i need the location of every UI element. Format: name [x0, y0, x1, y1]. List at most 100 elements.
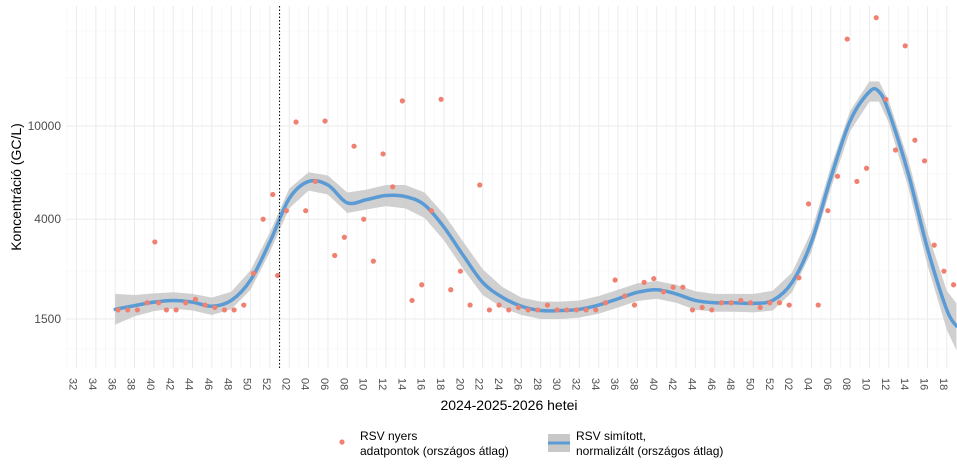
raw-data-point: [670, 284, 676, 290]
raw-data-point: [902, 43, 908, 49]
raw-data-point: [544, 302, 551, 308]
raw-data-point: [912, 137, 918, 143]
x-tick-label: 50: [743, 378, 755, 390]
raw-data-point: [573, 307, 580, 313]
raw-data-point: [183, 300, 189, 306]
raw-data-point: [283, 208, 289, 214]
y-axis-ticks: 1500 4000 10000: [28, 119, 62, 326]
raw-data-point: [448, 287, 454, 293]
x-tick-label: 20: [453, 378, 465, 390]
x-tick-label: 36: [608, 378, 620, 390]
raw-data-point: [593, 307, 599, 313]
raw-data-point: [863, 165, 870, 171]
raw-data-point: [535, 307, 541, 313]
x-tick-label: 18: [937, 378, 949, 390]
raw-data-point: [192, 296, 199, 302]
raw-data-point: [564, 307, 570, 313]
raw-data-point: [303, 208, 309, 214]
raw-data-point: [892, 147, 899, 153]
raw-data-point: [275, 272, 281, 279]
raw-data-point: [241, 302, 247, 308]
y-tick-label: 4000: [34, 212, 61, 226]
x-tick-label: 28: [531, 378, 543, 390]
raw-data-point: [709, 307, 715, 313]
raw-data-point: [651, 276, 657, 282]
raw-data-point: [515, 304, 522, 311]
x-tick-label: 42: [163, 378, 175, 390]
raw-data-point: [844, 36, 850, 42]
raw-data-point: [622, 293, 628, 299]
x-tick-label: 22: [473, 378, 485, 390]
raw-data-point: [815, 302, 821, 308]
raw-data-point: [332, 252, 338, 259]
raw-data-point: [718, 300, 725, 306]
raw-data-point: [477, 182, 483, 188]
x-tick-label: 52: [260, 378, 272, 390]
raw-data-point: [486, 307, 493, 313]
x-tick-label: 36: [105, 378, 117, 390]
raw-data-point: [525, 307, 531, 313]
raw-data-points: [115, 15, 957, 313]
raw-data-point: [152, 239, 158, 245]
raw-data-point: [144, 300, 150, 306]
raw-data-point: [921, 158, 928, 164]
x-tick-label: 46: [202, 378, 214, 390]
confidence-band-area: [115, 81, 957, 351]
raw-data-point: [834, 173, 841, 179]
raw-data-point: [612, 277, 618, 283]
raw-data-point: [351, 143, 357, 149]
raw-data-point: [467, 302, 473, 308]
raw-data-point: [134, 307, 141, 313]
x-tick-label: 06: [318, 378, 330, 390]
raw-data-point: [631, 302, 638, 308]
y-tick-label: 1500: [34, 312, 61, 326]
confidence-band: [115, 81, 957, 351]
x-tick-label: 04: [299, 378, 311, 390]
raw-data-point: [115, 307, 121, 313]
x-tick-label: 10: [357, 378, 369, 390]
x-tick-label: 14: [395, 378, 407, 390]
raw-data-point: [941, 268, 947, 274]
x-tick-label: 06: [821, 378, 833, 390]
x-tick-label: 46: [705, 378, 717, 390]
x-tick-label: 02: [279, 378, 291, 390]
raw-data-point: [931, 242, 937, 248]
legend-points-label: RSV nyers adatpontok (országos átlag): [360, 429, 509, 458]
x-tick-label: 48: [221, 378, 233, 390]
raw-data-point: [370, 258, 376, 264]
raw-data-point: [728, 300, 734, 306]
y-tick-label: 10000: [28, 119, 62, 133]
raw-data-point: [747, 300, 754, 306]
x-tick-label: 48: [724, 378, 736, 390]
x-tick-label: 52: [763, 378, 775, 390]
raw-data-point: [699, 304, 705, 311]
raw-data-point: [796, 275, 802, 281]
x-tick-label: 40: [144, 378, 156, 390]
x-tick-label: 42: [666, 378, 678, 390]
plot-background: [66, 6, 952, 368]
x-tick-label: 24: [492, 378, 504, 390]
raw-data-point: [361, 216, 367, 222]
raw-data-point: [312, 178, 318, 185]
raw-data-point: [163, 307, 170, 313]
x-tick-label: 10: [860, 378, 872, 390]
raw-data-point: [641, 279, 647, 285]
legend-smooth-label: RSV simított, normalizált (országos átla…: [576, 429, 723, 458]
raw-data-point: [583, 307, 589, 313]
x-tick-label: 44: [685, 378, 697, 390]
x-tick-label: 12: [376, 378, 388, 390]
x-axis-title: 2024-2025-2026 hetei: [440, 397, 577, 413]
raw-data-point: [689, 307, 696, 313]
y-axis-title: Koncentráció (GC/L): [8, 123, 24, 251]
x-tick-label: 50: [241, 378, 253, 390]
raw-data-point: [825, 208, 831, 214]
x-tick-label: 18: [434, 378, 446, 390]
x-tick-label: 40: [647, 378, 659, 390]
raw-data-point: [428, 208, 434, 214]
x-tick-label: 44: [183, 378, 195, 390]
x-tick-label: 38: [125, 378, 137, 390]
x-axis-ticks: 32 34 36 38 40 42 44 46 48 50 52 02 04 06 08 10 12 14 16 18…: [67, 378, 957, 390]
raw-data-point: [322, 118, 328, 124]
x-tick-label: 14: [898, 378, 910, 390]
